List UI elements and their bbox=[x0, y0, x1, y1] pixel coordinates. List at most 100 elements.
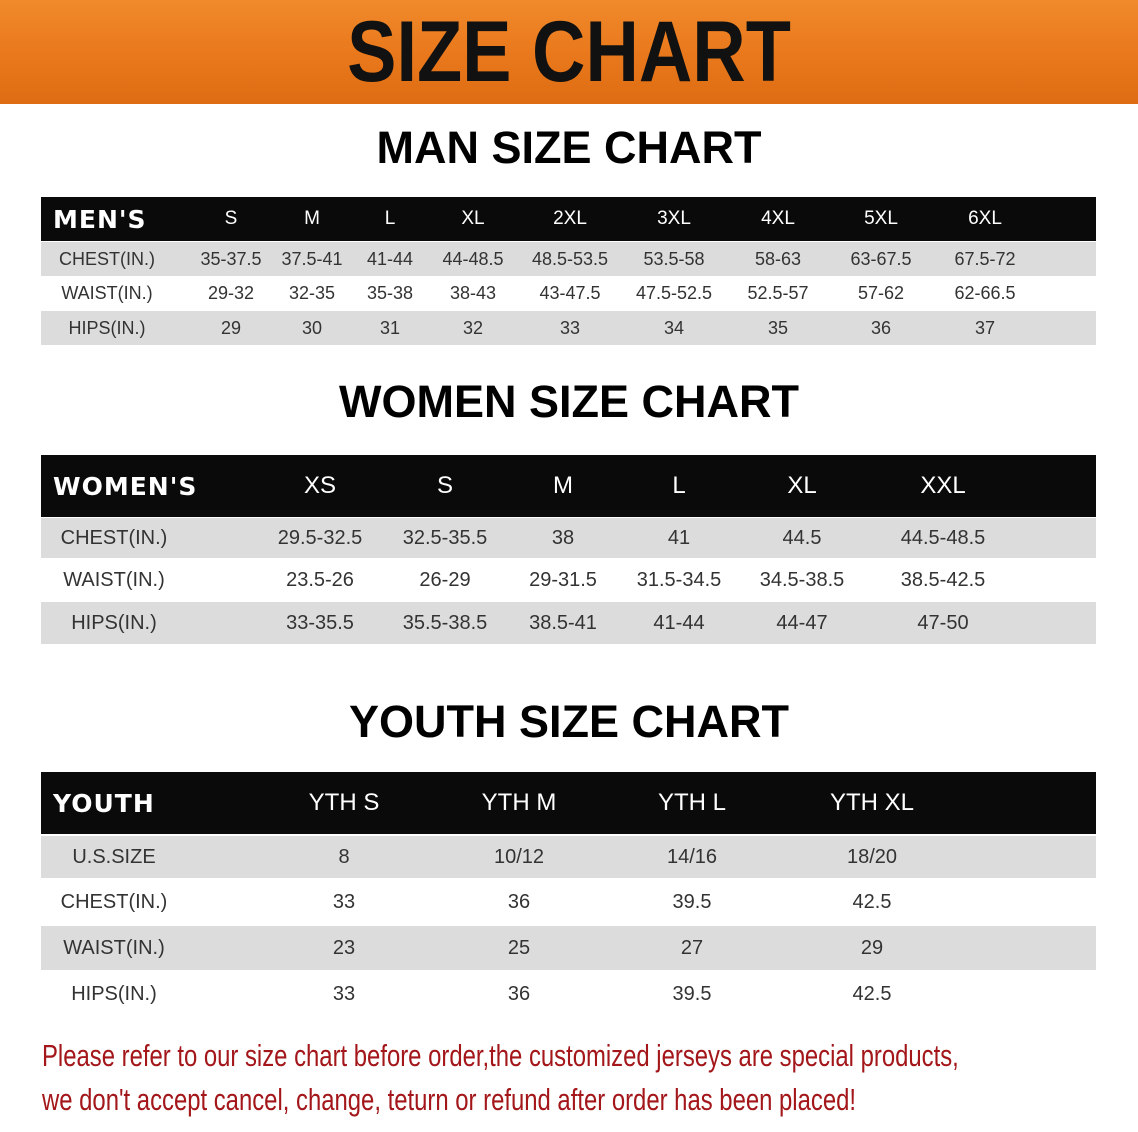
table-cell: 37 bbox=[974, 317, 996, 338]
table-cell: 32.5-35.5 bbox=[402, 526, 488, 549]
table-cell: 44-48.5 bbox=[442, 248, 504, 269]
size-header: M bbox=[553, 472, 573, 499]
table-cell: 57-62 bbox=[857, 282, 905, 303]
table-row: CHEST(IN.) 29.5-32.5 32.5-35.5 38 41 44.5 44.5… bbox=[41, 518, 1096, 558]
table-cell: 29-32 bbox=[207, 282, 255, 303]
table-cell: 26-29 bbox=[419, 569, 471, 591]
youth-header-label: YOUTH bbox=[53, 788, 155, 818]
table-cell: 32-35 bbox=[288, 282, 336, 303]
size-header: YTH XL bbox=[829, 789, 915, 816]
table-row: CHEST(IN.) 35-37.5 37.5-41 41-44 44-48.5 48.5… bbox=[41, 242, 1096, 276]
table-cell: 41 bbox=[667, 526, 691, 549]
table-cell: 33 bbox=[332, 890, 356, 913]
table-cell: 30 bbox=[301, 317, 323, 338]
row-label: U.S.SIZE bbox=[72, 845, 156, 868]
table-cell: 48.5-53.5 bbox=[531, 248, 609, 269]
size-header: 3XL bbox=[657, 208, 691, 229]
table-cell: 34.5-38.5 bbox=[759, 569, 845, 591]
table-cell: 14/16 bbox=[666, 845, 718, 868]
men-header-label: MEN'S bbox=[53, 204, 147, 234]
table-cell: 27 bbox=[680, 936, 704, 959]
size-header: M bbox=[304, 208, 320, 229]
table-row: HIPS(IN.) 29 30 31 32 33 34 35 36 37 bbox=[41, 311, 1096, 345]
table-cell: 29 bbox=[860, 936, 884, 959]
size-header: XL bbox=[787, 472, 817, 499]
row-label: CHEST(IN.) bbox=[59, 248, 155, 269]
table-cell: 36 bbox=[507, 982, 531, 1005]
table-cell: 31 bbox=[379, 317, 401, 338]
size-header: 4XL bbox=[761, 208, 795, 229]
table-cell: 35.5-38.5 bbox=[402, 611, 488, 634]
table-cell: 39.5 bbox=[672, 982, 712, 1005]
table-cell: 8 bbox=[338, 845, 350, 868]
size-header: YTH S bbox=[308, 789, 380, 816]
table-cell: 33 bbox=[332, 982, 356, 1005]
table-cell: 44-47 bbox=[776, 611, 828, 634]
table-row: U.S.SIZE 8 10/12 14/16 18/20 bbox=[41, 836, 1096, 878]
banner-title-text: SIZE CHART bbox=[347, 4, 791, 100]
row-label: HIPS(IN.) bbox=[68, 317, 146, 338]
youth-section-title: YOUTH SIZE CHART bbox=[348, 696, 789, 747]
women-header-row: WOMEN'S XS S M L XL XXL bbox=[41, 455, 1096, 517]
table-row: WAIST(IN.) 23.5-26 26-29 29-31.5 31.5-34.5 34… bbox=[41, 560, 1096, 601]
size-header: L bbox=[384, 208, 396, 229]
table-cell: 38-43 bbox=[449, 282, 497, 303]
youth-header-row: YOUTH YTH S YTH M YTH L YTH XL bbox=[41, 772, 1096, 834]
size-header: 2XL bbox=[553, 208, 587, 229]
table-cell: 36 bbox=[870, 317, 892, 338]
table-cell: 38 bbox=[551, 526, 575, 549]
men-section-title: MAN SIZE CHART bbox=[376, 122, 762, 173]
table-cell: 29-31.5 bbox=[529, 569, 597, 591]
table-cell: 31.5-34.5 bbox=[636, 569, 722, 591]
size-header: YTH L bbox=[657, 789, 727, 816]
row-label: WAIST(IN.) bbox=[61, 282, 153, 303]
table-cell: 25 bbox=[507, 936, 531, 959]
row-label: WAIST(IN.) bbox=[63, 569, 165, 591]
women-size-table: WOMEN'S XS S M L XL XXL CHEST(IN.) 29.5-32.5 32.5… bbox=[41, 455, 1096, 645]
notice-line-2: we don't accept cancel, change, teturn o… bbox=[42, 1082, 857, 1117]
table-cell: 38.5-42.5 bbox=[900, 569, 986, 591]
table-cell: 47.5-52.5 bbox=[635, 282, 713, 303]
table-cell: 38.5-41 bbox=[529, 611, 597, 634]
table-cell: 32 bbox=[462, 317, 484, 338]
table-cell: 35-38 bbox=[366, 282, 414, 303]
table-cell: 29 bbox=[220, 317, 242, 338]
row-label: CHEST(IN.) bbox=[60, 890, 168, 913]
table-cell: 36 bbox=[507, 890, 531, 913]
size-header: S bbox=[436, 472, 454, 499]
table-row: WAIST(IN.) 29-32 32-35 35-38 38-43 43-47.5 47.… bbox=[41, 276, 1096, 310]
table-row: WAIST(IN.) 23 25 27 29 bbox=[41, 926, 1096, 970]
table-cell: 10/12 bbox=[493, 845, 545, 868]
size-header: XL bbox=[461, 208, 485, 229]
table-cell: 44.5-48.5 bbox=[900, 526, 986, 549]
youth-size-table: YOUTH YTH S YTH M YTH L YTH XL U.S.SIZE 8 10/12… bbox=[41, 772, 1096, 1017]
size-header: XS bbox=[303, 472, 337, 499]
size-header: S bbox=[224, 208, 238, 229]
table-cell: 37.5-41 bbox=[281, 248, 343, 269]
table-cell: 41-44 bbox=[653, 611, 705, 634]
table-cell: 35 bbox=[767, 317, 789, 338]
size-header: XXL bbox=[920, 472, 966, 499]
table-cell: 33-35.5 bbox=[286, 611, 354, 634]
size-header: 5XL bbox=[864, 208, 898, 229]
row-label: HIPS(IN.) bbox=[71, 611, 157, 634]
table-cell: 42.5 bbox=[852, 982, 892, 1005]
table-row: CHEST(IN.) 33 36 39.5 42.5 bbox=[41, 880, 1096, 924]
table-cell: 42.5 bbox=[852, 890, 892, 913]
table-row: HIPS(IN.) 33 36 39.5 42.5 bbox=[41, 972, 1096, 1016]
table-cell: 35-37.5 bbox=[200, 248, 262, 269]
men-size-table: MEN'S S M L XL 2XL 3XL 4XL 5XL 6XL CHEST(IN.) 35-37… bbox=[41, 197, 1096, 345]
notice-line-1: Please refer to our size chart before or… bbox=[42, 1038, 959, 1073]
women-header-label: WOMEN'S bbox=[53, 471, 198, 501]
row-label: HIPS(IN.) bbox=[71, 982, 157, 1005]
table-cell: 34 bbox=[663, 317, 685, 338]
row-label: WAIST(IN.) bbox=[63, 936, 165, 959]
table-cell: 63-67.5 bbox=[850, 248, 912, 269]
table-cell: 29.5-32.5 bbox=[277, 526, 363, 549]
table-cell: 47-50 bbox=[917, 611, 969, 634]
women-section-title: WOMEN SIZE CHART bbox=[339, 376, 799, 427]
table-cell: 62-66.5 bbox=[954, 282, 1016, 303]
table-cell: 52.5-57 bbox=[747, 282, 809, 303]
size-header: YTH M bbox=[481, 789, 557, 816]
size-header: L bbox=[672, 472, 686, 499]
